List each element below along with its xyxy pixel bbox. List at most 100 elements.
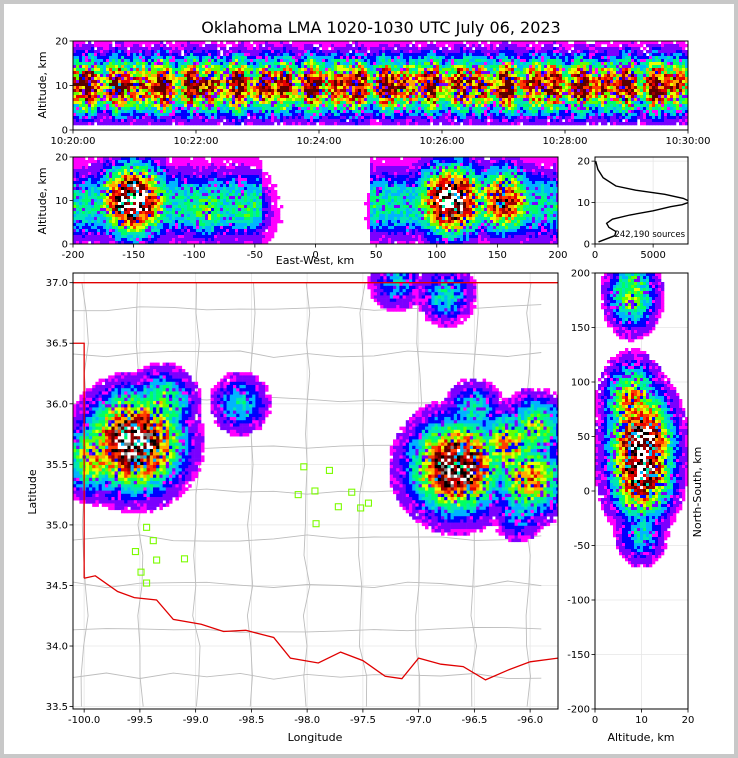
- time-height-cell: [97, 110, 101, 114]
- time-height-cell: [520, 116, 524, 120]
- time-height-cell: [352, 62, 356, 66]
- time-height-cell: [277, 56, 281, 60]
- time-height-cell: [436, 101, 440, 105]
- time-height-cell: [598, 65, 602, 69]
- time-height-cell: [133, 56, 137, 60]
- time-height-cell: [484, 92, 488, 96]
- time-height-cell: [208, 101, 212, 105]
- time-height-cell: [394, 110, 398, 114]
- time-height-cell: [151, 53, 155, 57]
- time-height-cell: [316, 53, 320, 57]
- time-height-cell: [388, 116, 392, 120]
- time-height-cell: [109, 77, 113, 81]
- time-height-cell: [439, 56, 443, 60]
- time-height-cell: [175, 113, 179, 117]
- time-height-cell: [604, 83, 608, 87]
- time-height-cell: [436, 68, 440, 72]
- time-height-cell: [310, 98, 314, 102]
- time-height-cell: [319, 56, 323, 60]
- time-height-cell: [442, 65, 446, 69]
- time-height-cell: [604, 119, 608, 123]
- time-height-cell: [508, 56, 512, 60]
- time-height-cell: [421, 104, 425, 108]
- time-height-cell: [118, 101, 122, 105]
- time-height-cell: [466, 53, 470, 57]
- time-height-cell: [172, 74, 176, 78]
- time-height-cell: [373, 50, 377, 54]
- time-height-cell: [271, 77, 275, 81]
- time-height-cell: [292, 101, 296, 105]
- time-height-cell: [139, 113, 143, 117]
- time-height-cell: [379, 50, 383, 54]
- time-height-cell: [499, 56, 503, 60]
- time-height-cell: [274, 83, 278, 87]
- time-height-cell: [523, 71, 527, 75]
- time-height-cell: [508, 47, 512, 51]
- time-height-cell: [160, 62, 164, 66]
- time-height-cell: [358, 44, 362, 48]
- time-height-cell: [133, 89, 137, 93]
- time-height-cell: [280, 107, 284, 111]
- time-height-cell: [94, 80, 98, 84]
- time-height-cell: [376, 98, 380, 102]
- time-height-cell: [223, 122, 227, 126]
- time-height-cell: [238, 89, 242, 93]
- time-height-cell: [136, 74, 140, 78]
- time-height-cell: [229, 41, 233, 45]
- time-height-cell: [124, 95, 128, 99]
- time-height-cell: [373, 71, 377, 75]
- time-height-cell: [376, 122, 380, 126]
- time-height-cell: [322, 95, 326, 99]
- time-height-cell: [499, 92, 503, 96]
- time-height-cell: [82, 104, 86, 108]
- time-height-cell: [202, 95, 206, 99]
- time-height-cell: [523, 68, 527, 72]
- time-height-cell: [421, 44, 425, 48]
- time-height-cell: [304, 116, 308, 120]
- time-height-cell: [499, 119, 503, 123]
- time-height-cell: [424, 77, 428, 81]
- time-height-cell: [520, 119, 524, 123]
- time-height-cell: [583, 86, 587, 90]
- time-height-cell: [385, 65, 389, 69]
- time-height-cell: [481, 71, 485, 75]
- time-height-cell: [88, 101, 92, 105]
- time-height-cell: [520, 44, 524, 48]
- time-height-cell: [568, 89, 572, 93]
- time-height-cell: [358, 98, 362, 102]
- time-height-cell: [193, 59, 197, 63]
- time-height-cell: [388, 71, 392, 75]
- time-height-cell: [118, 104, 122, 108]
- time-height-cell: [469, 86, 473, 90]
- time-height-cell: [211, 83, 215, 87]
- time-height-cell: [73, 71, 77, 75]
- time-height-cell: [94, 44, 98, 48]
- time-height-cell: [610, 116, 614, 120]
- time-height-cell: [97, 77, 101, 81]
- time-height-cell: [109, 119, 113, 123]
- time-height-cell: [229, 65, 233, 69]
- time-height-cell: [130, 83, 134, 87]
- time-height-cell: [535, 92, 539, 96]
- time-height-cell: [391, 41, 395, 45]
- time-height-cell: [583, 107, 587, 111]
- time-height-cell: [280, 110, 284, 114]
- time-height-cell: [427, 65, 431, 69]
- time-height-cell: [169, 47, 173, 51]
- time-height-cell: [196, 68, 200, 72]
- time-height-cell: [271, 74, 275, 78]
- time-height-cell: [373, 113, 377, 117]
- time-height-cell: [286, 89, 290, 93]
- time-height-cell: [418, 68, 422, 72]
- time-height-cell: [205, 113, 209, 117]
- time-height-cell: [238, 77, 242, 81]
- time-height-cell: [118, 92, 122, 96]
- time-height-cell: [112, 86, 116, 90]
- time-height-cell: [340, 101, 344, 105]
- time-height-cell: [214, 95, 218, 99]
- time-height-cell: [310, 80, 314, 84]
- time-height-cell: [529, 101, 533, 105]
- time-height-cell: [166, 74, 170, 78]
- time-height-cell: [202, 65, 206, 69]
- time-height-cell: [211, 110, 215, 114]
